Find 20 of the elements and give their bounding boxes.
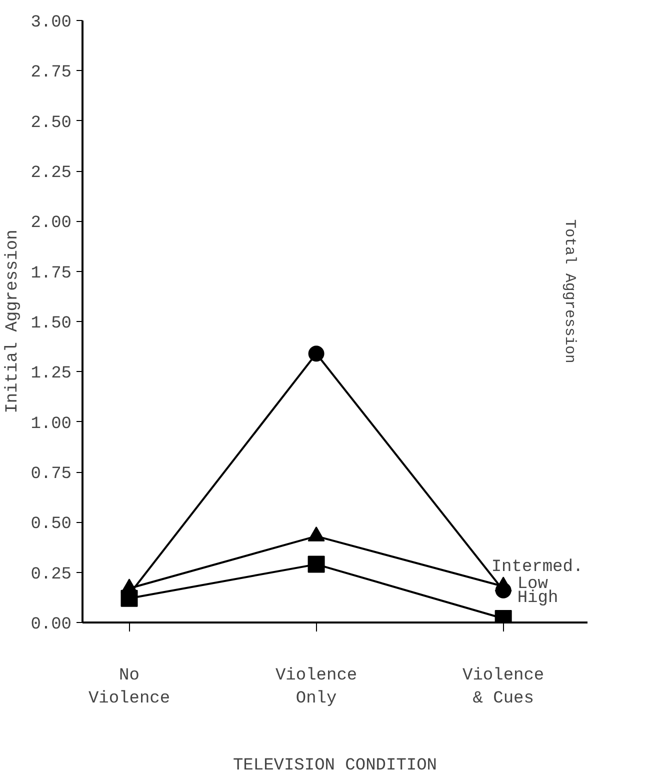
y-tick-label: 0.00 [30, 616, 72, 634]
y-axis-title: Initial Aggression [4, 230, 23, 414]
annotation: Total Aggression [561, 219, 578, 364]
y-tick-label: 0.25 [30, 565, 72, 584]
x-axis-title: TELEVISION CONDITION [232, 756, 438, 776]
y-tick-label: 1.50 [30, 314, 72, 334]
series-label: Intermed. [491, 558, 584, 577]
y-tick-label: 1.25 [30, 364, 72, 384]
y-tick-label: 0.50 [30, 515, 72, 534]
y-tick-label: 0.75 [30, 465, 72, 484]
y-tick-label: 2.00 [30, 214, 72, 234]
x-tick-label: Violence & Cues [462, 666, 544, 708]
y-tick-label: 1.00 [30, 414, 72, 434]
x-tick-label: Violence Only [275, 666, 358, 708]
y-tick-label: 2.50 [30, 114, 72, 133]
y-tick-label: 1.75 [30, 264, 72, 284]
y-tick-label: 2.75 [30, 64, 72, 83]
x-tick-label: No Violence [88, 666, 170, 708]
y-tick-label: 3.00 [30, 14, 72, 32]
y-tick-label: 2.25 [30, 164, 72, 183]
